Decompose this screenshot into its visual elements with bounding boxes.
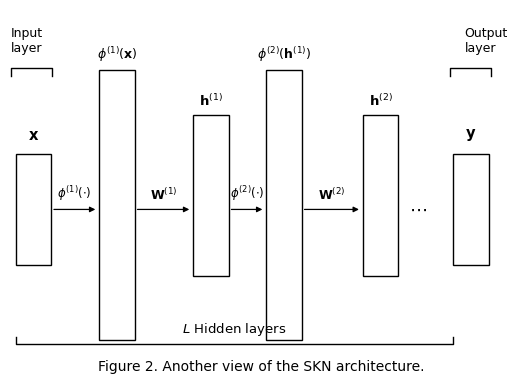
- Text: $\phi^{(1)}(\mathbf{x})$: $\phi^{(1)}(\mathbf{x})$: [97, 45, 137, 64]
- Text: $\mathbf{W}^{(1)}$: $\mathbf{W}^{(1)}$: [150, 187, 177, 203]
- Bar: [193, 115, 229, 276]
- Text: $\phi^{(1)}(\cdot)$: $\phi^{(1)}(\cdot)$: [57, 184, 92, 203]
- Text: $\phi^{(2)}(\mathbf{h}^{(1)})$: $\phi^{(2)}(\mathbf{h}^{(1)})$: [257, 45, 311, 64]
- Text: $\mathbf{W}^{(2)}$: $\mathbf{W}^{(2)}$: [318, 187, 345, 203]
- Text: $\mathbf{x}$: $\mathbf{x}$: [28, 128, 39, 143]
- Text: $L$ Hidden layers: $L$ Hidden layers: [182, 321, 287, 338]
- Bar: [453, 154, 489, 265]
- Text: $\mathbf{h}^{(1)}$: $\mathbf{h}^{(1)}$: [199, 93, 223, 109]
- Bar: [99, 70, 135, 340]
- Bar: [16, 154, 51, 265]
- Text: Figure 2. Another view of the SKN architecture.: Figure 2. Another view of the SKN archit…: [98, 360, 424, 374]
- Text: Input
layer: Input layer: [10, 27, 43, 55]
- Text: $\phi^{(2)}(\cdot)$: $\phi^{(2)}(\cdot)$: [230, 184, 264, 203]
- Bar: [266, 70, 302, 340]
- Text: $\mathbf{h}^{(2)}$: $\mathbf{h}^{(2)}$: [369, 93, 393, 109]
- Text: $\cdots$: $\cdots$: [409, 200, 426, 218]
- Bar: [363, 115, 398, 276]
- Text: Output
layer: Output layer: [465, 27, 508, 55]
- Text: $\mathbf{y}$: $\mathbf{y}$: [465, 127, 477, 143]
